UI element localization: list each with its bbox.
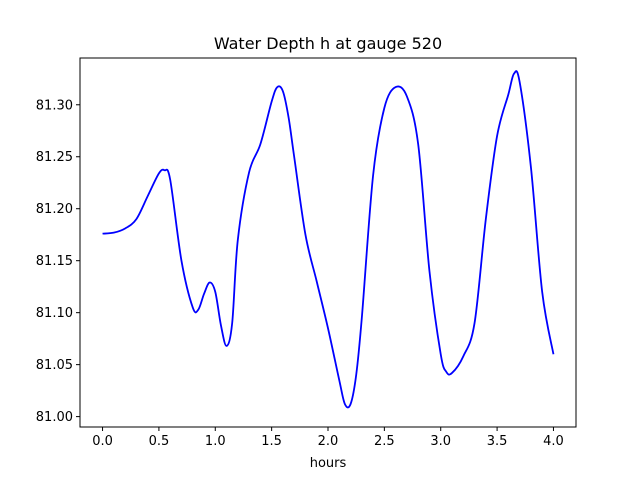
plot-area: 0.0 0.5 1.0 1.5 2.0 2.5 3.0 3.5 4.0 81.00 81.05 81.… — [36, 57, 577, 449]
series-line-0 — [102, 70, 555, 409]
x-tick-label: 4.0 — [543, 434, 564, 449]
chart-title: Water Depth h at gauge 520 — [214, 34, 442, 53]
x-tick-label: 1.0 — [205, 434, 226, 449]
y-tick-label: 81.00 — [36, 410, 73, 425]
x-tick-label: 0.0 — [92, 434, 113, 449]
y-tick-label: 81.05 — [36, 358, 73, 373]
y-tick-label: 81.25 — [36, 150, 73, 165]
x-tick-label: 0.5 — [149, 434, 170, 449]
y-tick-label: 81.20 — [36, 202, 73, 217]
x-tick-label: 2.0 — [318, 434, 339, 449]
x-tick-label: 3.0 — [430, 434, 451, 449]
y-tick-label: 81.30 — [36, 98, 73, 113]
y-tick-label: 81.15 — [36, 254, 73, 269]
x-tick-label: 3.5 — [487, 434, 508, 449]
x-tick-label: 1.5 — [261, 434, 282, 449]
x-axis-label: hours — [310, 456, 347, 471]
x-tick-label: 2.5 — [374, 434, 395, 449]
y-tick-label: 81.10 — [36, 306, 73, 321]
